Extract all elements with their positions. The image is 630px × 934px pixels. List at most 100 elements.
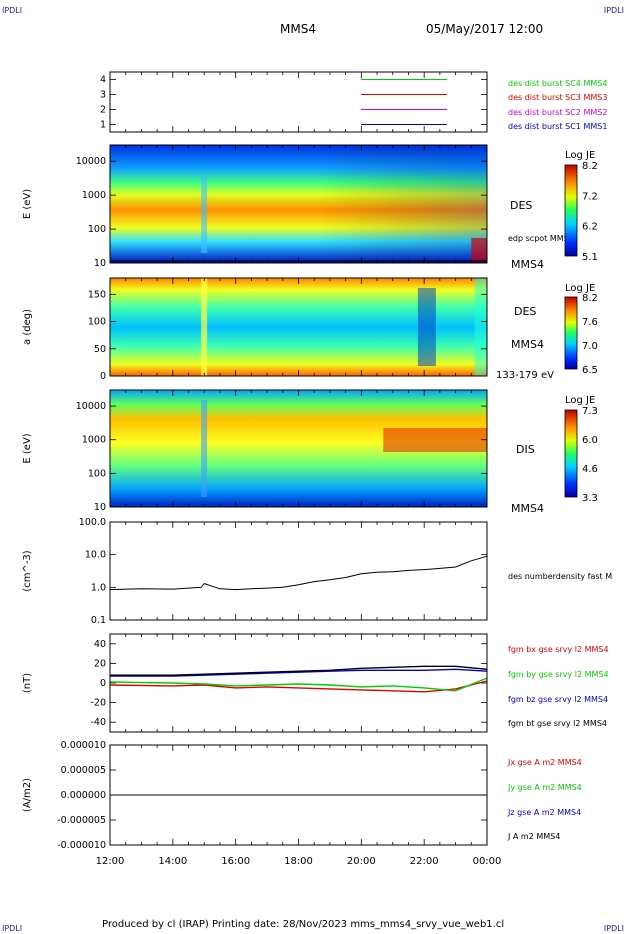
y-axis-label: (A/m2) [22, 778, 33, 812]
y-axis-label: (cm^-3) [22, 550, 33, 591]
colorbar-tick-label: 7.3 [582, 406, 598, 417]
y-tick-label: 3 [100, 90, 106, 101]
y-tick-label: 150 [88, 289, 106, 300]
y-tick-label: 0 [100, 371, 106, 382]
datetime-title: 05/May/2017 12:00 [426, 22, 544, 36]
colorbar-tick-label: 4.6 [582, 464, 598, 475]
series-line [109, 555, 488, 591]
spectrogram-feature [383, 428, 487, 452]
y-tick-label: 1000 [82, 435, 106, 446]
legend-entry: fgm bt gse srvy l2 MMS4 [508, 719, 607, 728]
y-tick-label: 0.000000 [61, 790, 106, 801]
panel-frame [109, 521, 488, 621]
series-line [109, 677, 488, 692]
corner-label-bottom-right: IPDLI [603, 924, 624, 933]
y-tick-label: 10 [94, 502, 106, 513]
colorbar [564, 409, 578, 498]
x-tick-label: 12:00 [96, 856, 125, 867]
y-tick-label: -20 [90, 698, 106, 709]
legend-entry: Jy gse A m2 MMS4 [507, 783, 582, 792]
legend-entry: des dist burst SC1 MMS1 [508, 122, 607, 131]
colorbar-tick-label: 7.6 [582, 317, 598, 328]
y-tick-label: 0.000005 [61, 765, 106, 776]
y-tick-label: 10.0 [85, 550, 106, 561]
energy-range-label: 133-179 eV [496, 370, 554, 381]
colorbar [564, 164, 578, 257]
legend-entry: des numberdensity fast M [508, 572, 612, 581]
legend-entry: des dist burst SC3 MMS3 [508, 93, 607, 102]
panel-frame [109, 71, 488, 133]
colorbar-title-3: Log JE [565, 395, 596, 406]
colorbar-tick-label: 3.3 [582, 493, 598, 504]
x-tick-label: 22:00 [410, 856, 439, 867]
des-label: DES [510, 199, 533, 212]
y-tick-label: 0.000010 [61, 740, 106, 751]
y-tick-label: 1 [100, 120, 106, 131]
spectrogram-feature [471, 238, 487, 262]
y-axis-label: (nT) [22, 673, 33, 693]
y-tick-label: 20 [94, 658, 106, 669]
series-line [110, 668, 488, 677]
y-tick-label: 100 [88, 224, 106, 235]
colorbar-title-2: Log JE [565, 283, 596, 294]
spectrogram-feature [417, 288, 436, 366]
y-tick-label: -0.000005 [57, 815, 106, 826]
colorbar-tick-label: 8.2 [582, 161, 598, 172]
colorbar-tick-label: 7.2 [582, 191, 598, 202]
legend-entry: fgm bz gse srvy l2 MMS4 [508, 695, 608, 704]
y-tick-label: -0.000010 [57, 840, 106, 851]
x-tick-label: 18:00 [284, 856, 313, 867]
spacecraft-title: MMS4 [280, 22, 316, 36]
mms4-label-2: MMS4 [511, 338, 544, 351]
spectrogram-feature [201, 175, 208, 253]
mms4-label-3: MMS4 [511, 502, 544, 515]
y-tick-label: 0.1 [91, 615, 106, 626]
y-tick-label: 0 [100, 678, 106, 689]
y-axis-label: a (deg) [22, 309, 33, 345]
y-tick-label: 10000 [76, 401, 106, 412]
spectrogram-feature [201, 400, 208, 497]
legend-entry: fgm bx gse srvy l2 MMS4 [508, 645, 609, 654]
x-tick-label: 20:00 [347, 856, 376, 867]
des-pitch-label: DES [514, 305, 537, 318]
edp-scpot-label: edp scpot MMS4 [508, 234, 574, 243]
dis-label: DIS [516, 443, 535, 456]
y-tick-label: 1.0 [91, 582, 106, 593]
x-tick-label: 16:00 [221, 856, 250, 867]
colorbar-tick-label: 8.2 [582, 293, 598, 304]
colorbar-tick-label: 5.1 [582, 252, 598, 263]
y-tick-label: 4 [100, 75, 106, 86]
mms4-label-1: MMS4 [511, 258, 544, 271]
colorbar [564, 296, 578, 370]
spectrogram-feature [474, 278, 487, 376]
legend-entry: des dist burst SC2 MMS2 [508, 108, 607, 117]
legend-entry: J A m2 MMS4 [507, 832, 560, 841]
colorbar-tick-label: 6.5 [582, 365, 598, 376]
y-tick-label: 1000 [82, 190, 106, 201]
x-tick-label: 00:00 [473, 856, 502, 867]
colorbar-tick-label: 6.0 [582, 435, 598, 446]
legend-entry: Jz gse A m2 MMS4 [507, 808, 581, 817]
y-tick-label: 100 [88, 317, 106, 328]
y-tick-label: 10 [94, 258, 106, 269]
corner-label-top-left: IPDLI [2, 6, 23, 15]
x-tick-label: 14:00 [158, 856, 187, 867]
series-line [110, 665, 488, 676]
colorbar-tick-label: 7.0 [582, 341, 598, 352]
y-tick-label: 100.0 [79, 517, 106, 528]
footer-credit: Produced by cl (IRAP) Printing date: 28/… [102, 919, 505, 930]
legend-entry: fgm by gse srvy l2 MMS4 [508, 670, 609, 679]
colorbar-tick-label: 6.2 [582, 222, 598, 233]
corner-label-bottom-left: IPDLI [2, 924, 23, 933]
series-line [109, 680, 488, 693]
y-tick-label: -40 [90, 717, 106, 728]
y-tick-label: 2 [100, 105, 106, 116]
spectrogram-feature [201, 278, 208, 376]
y-tick-label: 50 [94, 344, 106, 355]
spectrogram-shade [110, 145, 487, 263]
y-tick-label: 100 [88, 468, 106, 479]
y-axis-label: E (eV) [22, 189, 33, 219]
legend-entry: Jx gse A m2 MMS4 [507, 758, 582, 767]
legend-entry: des dist burst SC4 MMS4 [508, 79, 607, 88]
